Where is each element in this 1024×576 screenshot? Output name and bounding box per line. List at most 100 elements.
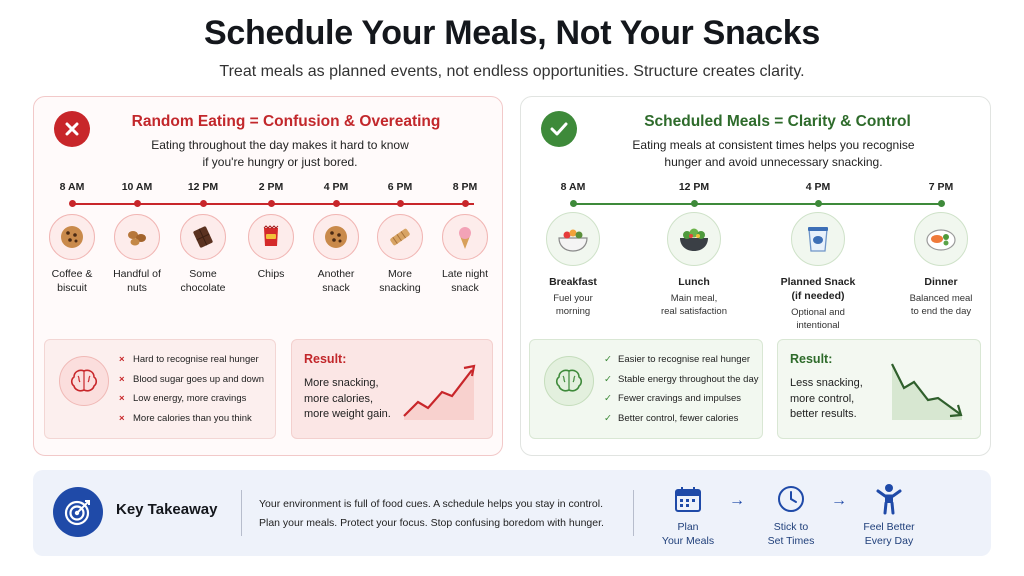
ice-cream-icon xyxy=(442,214,488,260)
benefits-box: ✓ Easier to recognise real hunger ✓ Stable… xyxy=(529,339,763,439)
item-subtext: Balanced meal to end the day xyxy=(901,292,981,318)
label-line: chocolate xyxy=(180,282,226,294)
check-mark-icon: ✓ xyxy=(604,393,612,404)
step-line: Your Meals xyxy=(661,535,715,547)
step-label: Plan Your Meals xyxy=(643,520,733,548)
sub-line: real satisfaction xyxy=(660,306,727,317)
nuts-icon xyxy=(114,214,160,260)
sub-line: morning xyxy=(555,306,591,317)
page-subtitle: Treat meals as planned events, not endle… xyxy=(219,63,805,80)
item-label: Late night snack xyxy=(425,267,505,295)
calendar-icon xyxy=(643,482,733,516)
list-item: × Hard to recognise real hunger xyxy=(119,350,264,370)
problem-list: × Hard to recognise real hunger × Blood su… xyxy=(119,350,264,428)
item-label: Handful of nuts xyxy=(97,267,177,295)
sub-line: to end the day xyxy=(910,306,972,317)
x-mark-icon: × xyxy=(119,393,125,404)
desc-line: Eating meals at consistent times helps y… xyxy=(632,138,915,152)
label-line: snack xyxy=(451,282,479,294)
sub-line: Main meal, xyxy=(670,293,718,304)
bullet-text: Better control, fewer calories xyxy=(618,412,739,424)
step-plan: Plan Your Meals xyxy=(643,482,733,548)
label-line: Dinner xyxy=(924,276,958,288)
benefit-list: ✓ Easier to recognise real hunger ✓ Stable… xyxy=(604,350,759,428)
item-label: More snacking xyxy=(360,267,440,295)
timeline-dot xyxy=(569,200,577,207)
timeline-dot xyxy=(690,200,698,207)
item-subtext: Main meal, real satisfaction xyxy=(654,292,734,318)
bullet-text: Low energy, more cravings xyxy=(133,393,247,404)
time-label: 2 PM xyxy=(258,181,284,193)
time-label: 12 PM xyxy=(187,181,219,193)
item-subtext: Optional and intentional xyxy=(778,306,858,332)
timeline-dot xyxy=(396,200,404,207)
time-label: 8 PM xyxy=(452,181,478,193)
result-line: more control, xyxy=(790,392,855,405)
panel-description: Eating throughout the day makes it hard … xyxy=(46,137,514,171)
check-mark-icon: ✓ xyxy=(604,373,612,385)
arrow-right-icon: → xyxy=(831,492,847,509)
timeline-item: 12 PM Some chocolate xyxy=(163,181,243,295)
label-line: More xyxy=(388,268,412,280)
x-icon xyxy=(54,111,90,147)
takeaway-line: Plan your meals. Protect your focus. Sto… xyxy=(259,517,604,529)
time-label: 8 AM xyxy=(560,181,586,193)
brain-icon xyxy=(59,356,109,406)
label-line: nuts xyxy=(127,282,147,294)
timeline-item: 10 AM Handful of nuts xyxy=(97,181,177,295)
step-line: Plan xyxy=(677,521,699,533)
item-label: Chips xyxy=(231,267,311,281)
timeline-dot xyxy=(267,200,275,207)
item-label: Breakfast xyxy=(533,275,613,289)
timeline-line xyxy=(573,203,940,205)
step-label: Feel Better Every Day xyxy=(844,520,934,548)
item-subtext: Fuel your morning xyxy=(533,292,613,318)
sub-line: Fuel your xyxy=(553,293,593,304)
label-line: snack xyxy=(322,282,350,294)
timeline-item: 4 PM Planned Snack (if needed) Optional … xyxy=(778,181,858,332)
result-title: Result: xyxy=(304,352,347,366)
check-icon xyxy=(541,111,577,147)
item-label: Coffee & biscuit xyxy=(32,267,112,295)
desc-line: hunger and avoid unnecessary snacking. xyxy=(664,155,883,169)
takeaway-title: Key Takeaway xyxy=(116,501,218,518)
bullet-text: Blood sugar goes up and down xyxy=(133,373,264,385)
check-mark-icon: ✓ xyxy=(604,412,612,424)
result-line: more calories, xyxy=(304,392,374,405)
cookie-icon xyxy=(313,214,359,260)
result-line: Less snacking, xyxy=(790,377,863,389)
problems-box: × Hard to recognise real hunger × Blood su… xyxy=(44,339,276,439)
label-line: Lunch xyxy=(678,276,710,288)
time-label: 10 AM xyxy=(121,181,153,193)
label-line: Late night xyxy=(441,268,489,280)
timeline-item: 8 AM Breakfast Fuel your morning xyxy=(533,181,613,318)
label-line: Another xyxy=(317,268,355,280)
step-label: Stick to Set Times xyxy=(746,520,836,548)
chocolate-icon xyxy=(180,214,226,260)
label-line: biscuit xyxy=(57,282,87,294)
bullet-text: Stable energy throughout the day xyxy=(618,373,759,385)
brain-icon xyxy=(544,356,594,406)
timeline-item: 7 PM Dinner Balanced meal to end the day xyxy=(901,181,981,318)
label-line: Breakfast xyxy=(549,276,597,288)
bullet-text: Easier to recognise real hunger xyxy=(618,354,751,365)
timeline-dot xyxy=(937,200,945,207)
step-line: Set Times xyxy=(767,535,815,547)
timeline-dot xyxy=(814,200,822,207)
clock-icon xyxy=(746,482,836,516)
result-box: Result: More snacking, more calories, mo… xyxy=(291,339,493,439)
time-label: 4 PM xyxy=(323,181,349,193)
result-line: more weight gain. xyxy=(304,408,391,420)
step-line: Every Day xyxy=(864,535,914,547)
list-item: ✓ Better control, fewer calories xyxy=(604,409,759,429)
x-mark-icon: × xyxy=(119,373,125,385)
check-mark-icon: ✓ xyxy=(604,354,612,365)
panel-title: Scheduled Meals = Clarity & Control xyxy=(644,113,911,130)
bullet-text: More calories than you think xyxy=(133,412,252,424)
timeline-dot xyxy=(199,200,207,207)
step-line: Stick to xyxy=(773,521,809,533)
time-label: 6 PM xyxy=(387,181,413,193)
timeline-dot xyxy=(332,200,340,207)
timeline-item: 4 PM Another snack xyxy=(296,181,376,295)
x-mark-icon: × xyxy=(119,354,125,365)
